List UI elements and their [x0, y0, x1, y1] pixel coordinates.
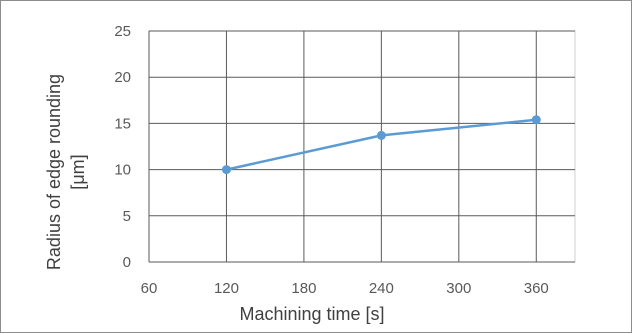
y-tick-labels: 0 5 10 15 20 25: [114, 23, 131, 271]
y-tick-label-1: 5: [123, 208, 131, 225]
y-tick-label-3: 15: [114, 115, 131, 132]
y-tick-label-4: 20: [114, 69, 131, 86]
x-tick-label-2: 180: [291, 280, 316, 297]
data-point-0-2: [531, 115, 541, 125]
data-point-0-0: [221, 165, 231, 175]
x-tick-labels: 60 120 180 240 300 360: [141, 280, 549, 297]
y-axis-label: Radius of edge rounding [μm]: [44, 74, 88, 270]
y-axis-label-line-1: Radius of edge rounding: [44, 74, 64, 270]
y-axis-label-line-2: [μm]: [68, 154, 88, 189]
data-point-0-1: [376, 130, 386, 140]
y-tick-label-5: 25: [114, 23, 131, 40]
x-tick-label-1: 120: [214, 280, 239, 297]
x-tick-label-0: 60: [141, 280, 158, 297]
x-tick-label-5: 360: [524, 280, 549, 297]
x-tick-label-3: 240: [369, 280, 394, 297]
y-tick-label-2: 10: [114, 162, 131, 179]
plot-area-border: [148, 30, 576, 263]
x-tick-label-4: 300: [446, 280, 471, 297]
series-layer: [221, 115, 541, 175]
x-axis-label: Machining time [s]: [239, 304, 384, 324]
y-tick-label-0: 0: [123, 254, 131, 271]
grid: [148, 30, 576, 263]
